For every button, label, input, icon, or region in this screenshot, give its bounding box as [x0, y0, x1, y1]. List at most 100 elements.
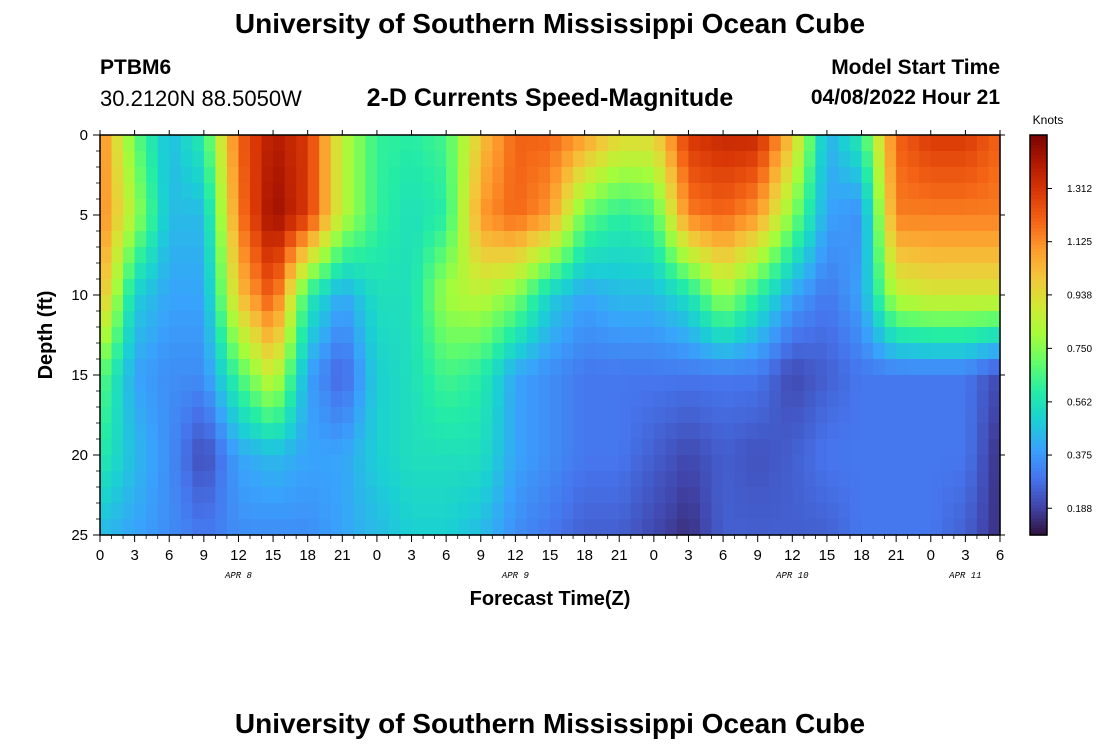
- heatmap-cell: [826, 231, 840, 248]
- heatmap-cell: [746, 487, 759, 504]
- heatmap-cell: [123, 311, 136, 328]
- heatmap-cell: [342, 391, 355, 408]
- heatmap-cell: [838, 327, 851, 344]
- heatmap-cell: [342, 487, 355, 504]
- heatmap-cell: [111, 135, 124, 152]
- heatmap-cell: [642, 343, 655, 360]
- heatmap-cell: [988, 471, 1001, 488]
- heatmap-cell: [596, 391, 609, 408]
- heatmap-cell: [169, 167, 182, 184]
- heatmap-cell: [619, 471, 632, 488]
- heatmap-cell: [607, 263, 620, 280]
- heatmap-cell: [100, 231, 113, 248]
- colorbar-segment: [1030, 281, 1047, 286]
- x-tick-label: 3: [407, 547, 415, 564]
- colorbar-segment: [1030, 481, 1047, 486]
- heatmap-cell: [642, 279, 655, 296]
- colorbar-segment: [1030, 288, 1047, 293]
- heatmap-cell: [930, 519, 943, 536]
- colorbar-segment: [1030, 295, 1047, 299]
- heatmap-cell: [446, 279, 459, 296]
- heatmap-cell: [226, 359, 240, 376]
- heatmap-cell: [976, 247, 990, 264]
- heatmap-cell: [769, 215, 782, 232]
- heatmap-cell: [711, 167, 724, 184]
- heatmap-cell: [838, 199, 851, 216]
- heatmap-cell: [203, 167, 216, 184]
- heatmap-cell: [134, 167, 147, 184]
- heatmap-cell: [538, 439, 551, 456]
- heatmap-cell: [180, 375, 193, 392]
- heatmap-cell: [434, 487, 447, 504]
- heatmap-cell: [988, 455, 1001, 472]
- heatmap-cell: [815, 391, 828, 408]
- heatmap-cell: [676, 167, 690, 184]
- heatmap-cell: [942, 423, 955, 440]
- heatmap-cell: [676, 279, 690, 296]
- heatmap-cell: [492, 135, 505, 152]
- heatmap-cell: [561, 311, 574, 328]
- heatmap-cell: [676, 183, 690, 200]
- heatmap-cell: [492, 151, 505, 168]
- heatmap-cell: [700, 471, 713, 488]
- heatmap-cell: [111, 423, 124, 440]
- heatmap-cell: [134, 455, 147, 472]
- heatmap-cell: [573, 375, 586, 392]
- heatmap-cell: [838, 231, 851, 248]
- heatmap-cell: [838, 471, 851, 488]
- heatmap-cell: [607, 327, 620, 344]
- heatmap-cell: [192, 487, 205, 504]
- heatmap-cell: [584, 439, 597, 456]
- heatmap-cell: [123, 231, 136, 248]
- heatmap-cell: [769, 311, 782, 328]
- heatmap-cell: [296, 375, 309, 392]
- heatmap-cell: [746, 231, 759, 248]
- heatmap-cell: [561, 471, 574, 488]
- heatmap-cell: [157, 519, 170, 536]
- heatmap-cell: [896, 135, 909, 152]
- heatmap-cell: [815, 263, 828, 280]
- heatmap-cell: [296, 423, 309, 440]
- heatmap-cell: [803, 151, 816, 168]
- heatmap-cell: [688, 503, 701, 520]
- heatmap-cell: [769, 183, 782, 200]
- heatmap-cell: [411, 167, 424, 184]
- heatmap-cell: [734, 151, 747, 168]
- heatmap-cell: [884, 519, 897, 536]
- heatmap-cell: [861, 519, 874, 536]
- heatmap-cell: [976, 391, 990, 408]
- heatmap-cell: [700, 167, 713, 184]
- heatmap-cell: [953, 423, 966, 440]
- heatmap-cell: [123, 295, 136, 312]
- heatmap-cell: [665, 359, 678, 376]
- colorbar-segment: [1030, 148, 1047, 153]
- heatmap-cell: [803, 167, 816, 184]
- heatmap-cell: [573, 215, 586, 232]
- heatmap-cell: [953, 263, 966, 280]
- colorbar-segment: [1030, 221, 1047, 226]
- heatmap-cell: [596, 375, 609, 392]
- heatmap-cell: [896, 231, 909, 248]
- heatmap-cell: [757, 151, 770, 168]
- colorbar-segment: [1030, 461, 1047, 466]
- heatmap-cell: [307, 263, 320, 280]
- heatmap-cell: [780, 215, 793, 232]
- heatmap-cell: [884, 199, 897, 216]
- heatmap-cell: [273, 151, 286, 168]
- heatmap-cell: [284, 167, 297, 184]
- heatmap-cell: [411, 455, 424, 472]
- heatmap-cell: [607, 231, 620, 248]
- heatmap-cell: [734, 407, 747, 424]
- heatmap-cell: [365, 455, 378, 472]
- heatmap-cell: [746, 279, 759, 296]
- heatmap-cell: [411, 407, 424, 424]
- heatmap-cell: [596, 439, 609, 456]
- heatmap-cell: [446, 167, 459, 184]
- heatmap-cell: [203, 343, 216, 360]
- heatmap-cell: [965, 487, 978, 504]
- heatmap-cell: [492, 199, 505, 216]
- heatmap-cell: [446, 455, 459, 472]
- colorbar-segment: [1030, 138, 1047, 143]
- x-tick-label: 21: [334, 547, 351, 564]
- heatmap-cell: [411, 295, 424, 312]
